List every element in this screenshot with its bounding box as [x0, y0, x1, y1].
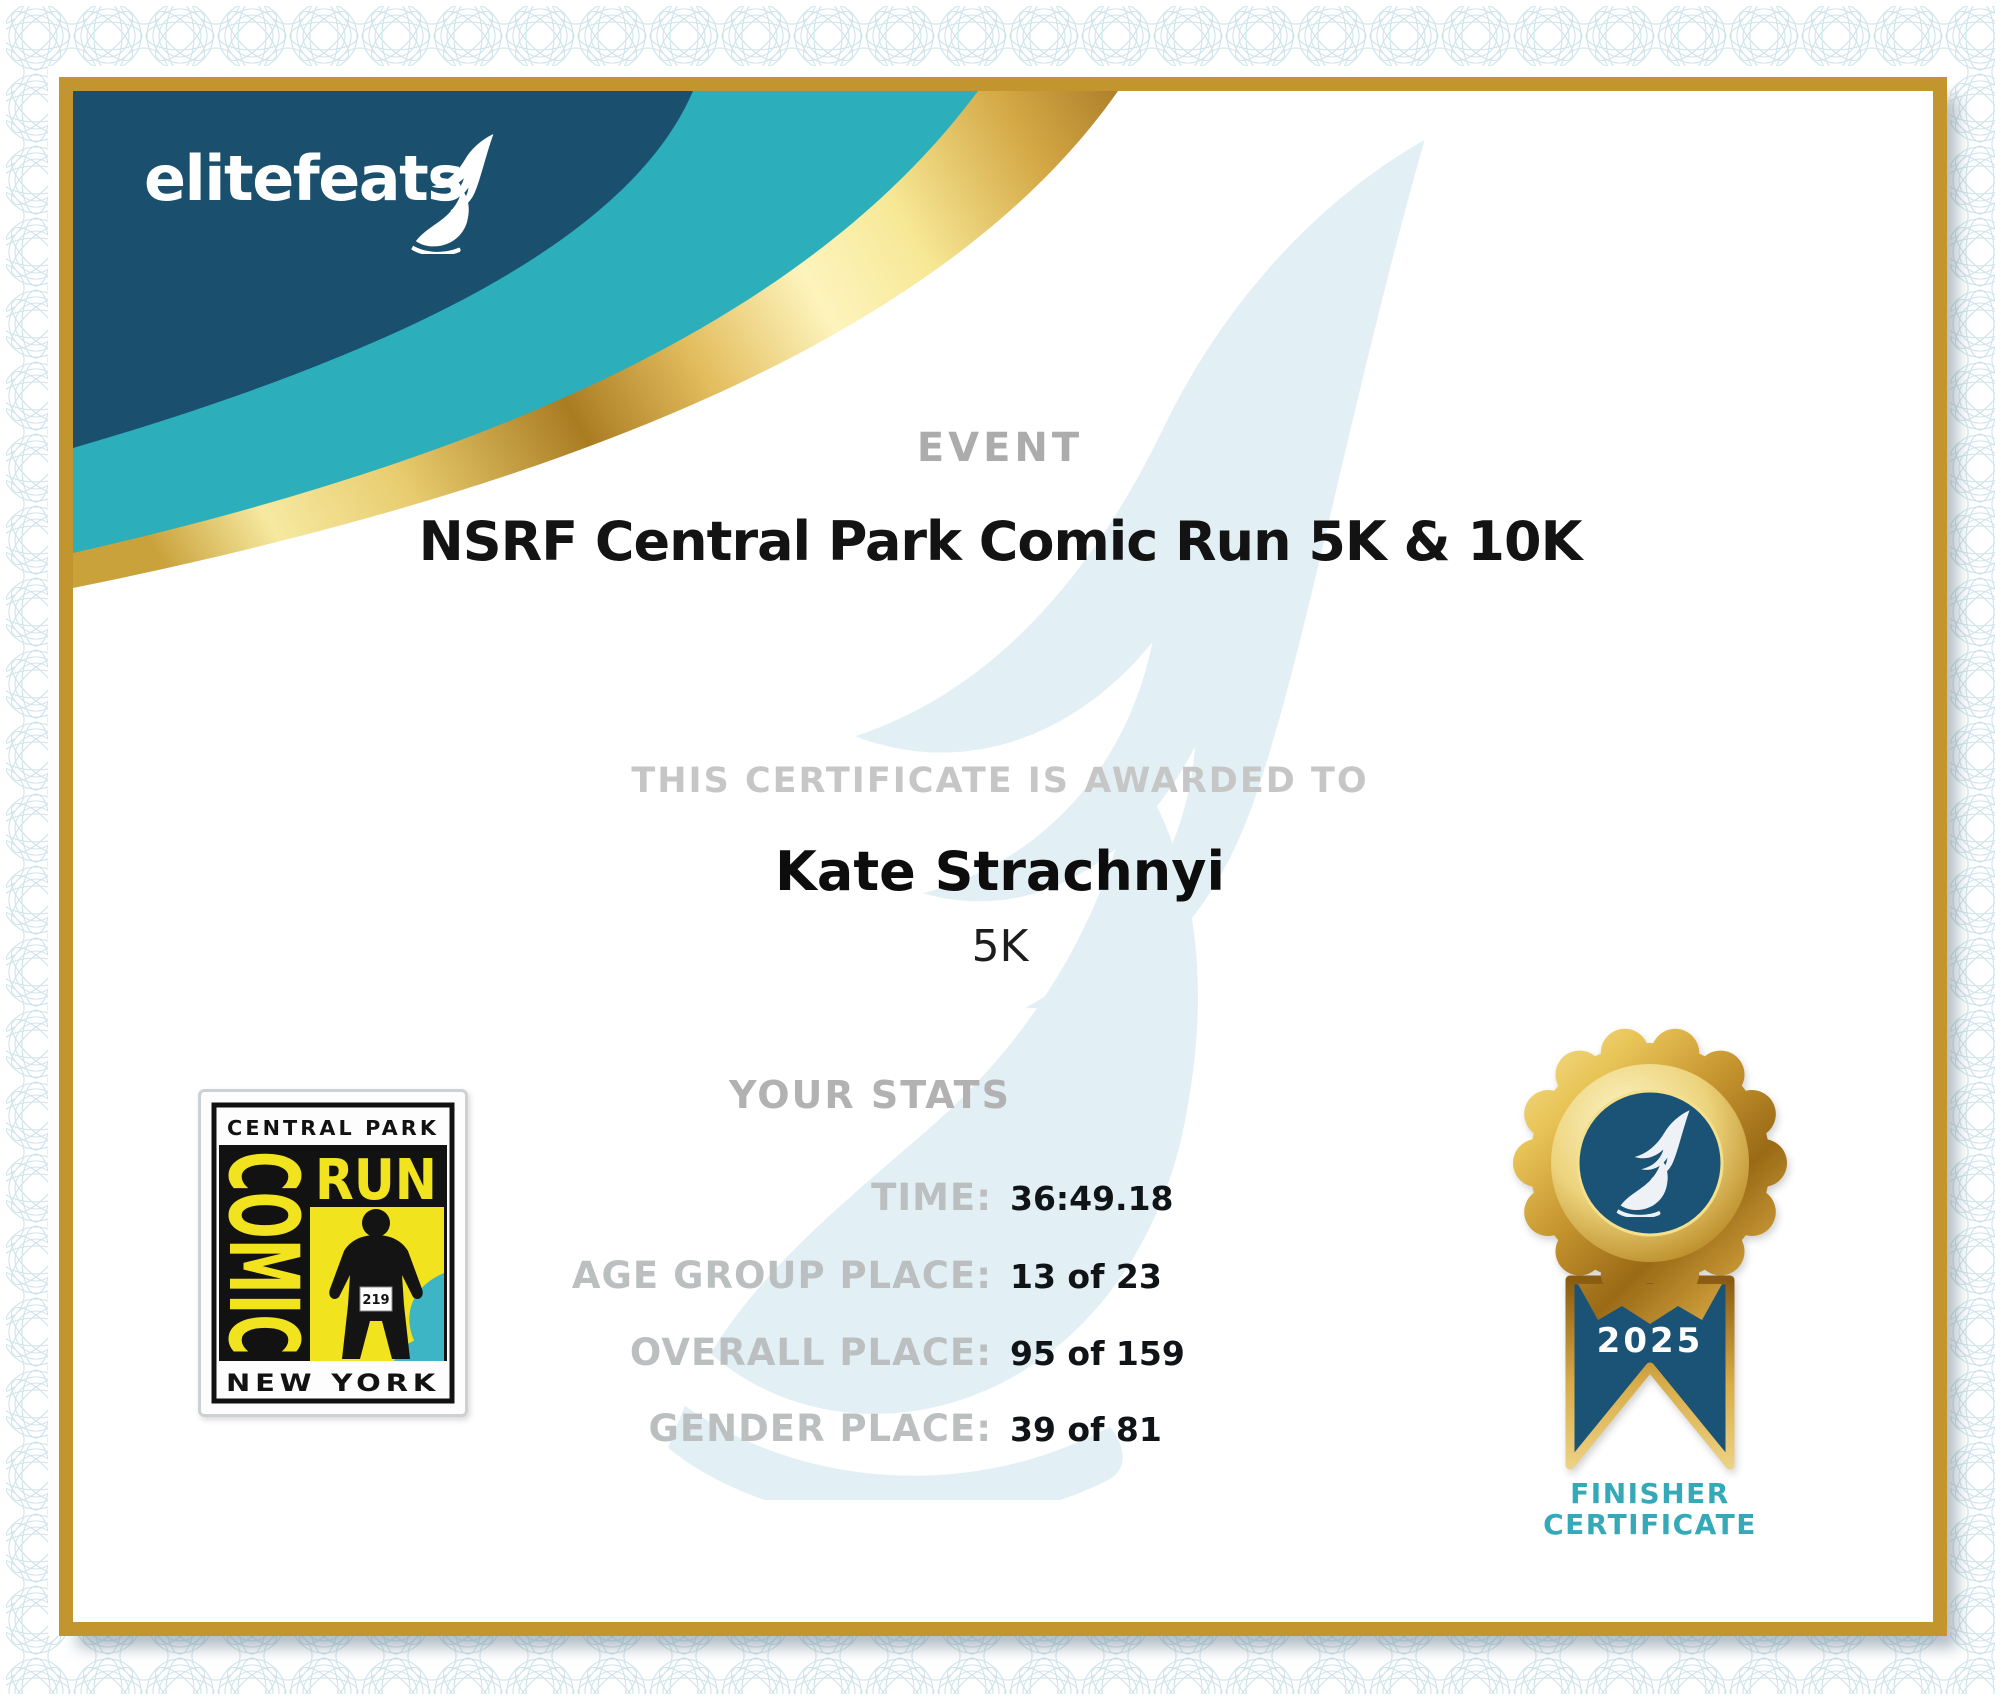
comic-logo-bottom-text: NEW YORK: [226, 1369, 440, 1397]
header-swoosh: [73, 91, 1118, 588]
brand-logo-text: elitefeats: [144, 142, 464, 215]
stat-row-time: TIME: 36:49.18: [0, 1175, 2001, 1221]
stat-label-overall-place: OVERALL PLACE:: [629, 1331, 992, 1374]
comic-logo-hero-head: [362, 1209, 390, 1237]
event-title: NSRF Central Park Comic Run 5K & 10K: [418, 510, 1583, 573]
stats-heading: YOUR STATS: [729, 1073, 1011, 1117]
stat-value-gender-place: 39 of 81: [1010, 1410, 1162, 1449]
comic-logo-top-text: CENTRAL PARK: [227, 1116, 439, 1140]
badge-year: 2025: [1597, 1321, 1704, 1361]
comic-logo-bib-number: 219: [362, 1293, 389, 1308]
awarded-to-label: THIS CERTIFICATE IS AWARDED TO: [631, 761, 1369, 801]
race-division: 5K: [971, 921, 1029, 972]
badge-medal-center: [1576, 1089, 1724, 1237]
stat-label-age-group-place: AGE GROUP PLACE:: [571, 1254, 992, 1297]
badge-caption-line2: CERTIFICATE: [1543, 1508, 1757, 1541]
stat-label-time: TIME:: [871, 1176, 992, 1219]
stat-label-gender-place: GENDER PLACE:: [648, 1407, 992, 1450]
swoosh-navy: [73, 91, 693, 448]
stat-row-gender-place: GENDER PLACE: 39 of 81: [0, 1406, 2001, 1452]
finisher-medal-badge: 2025: [1513, 1028, 1787, 1470]
badge-caption-line1: FINISHER: [1570, 1477, 1730, 1510]
stat-value-age-group-place: 13 of 23: [1010, 1257, 1162, 1296]
stat-row-overall-place: OVERALL PLACE: 95 of 159: [0, 1330, 2001, 1376]
comic-logo-inner-frame: [211, 1102, 455, 1404]
event-label: EVENT: [916, 425, 1084, 471]
gold-frame: [59, 77, 1947, 1636]
comic-logo-bib: [359, 1286, 393, 1312]
elitefeats-wingfoot-icon: [402, 134, 498, 254]
badge-ribbon: [1565, 1275, 1735, 1470]
comic-logo-run-text: RUN: [315, 1148, 437, 1213]
comic-run-event-logo: CENTRAL PARK COMIC RUN 219 NEW YORK: [198, 1089, 468, 1417]
stat-value-overall-place: 95 of 159: [1010, 1334, 1185, 1373]
stat-value-time: 36:49.18: [1010, 1179, 1174, 1218]
stat-row-age-group-place: AGE GROUP PLACE: 13 of 23: [0, 1253, 2001, 1299]
badge-ribbon-zigzag: [1578, 1284, 1722, 1324]
recipient-name: Kate Strachnyi: [775, 840, 1225, 903]
badge-caption: FINISHER CERTIFICATE: [1460, 1478, 1840, 1540]
comic-logo-comic-text: COMIC: [207, 1151, 319, 1355]
